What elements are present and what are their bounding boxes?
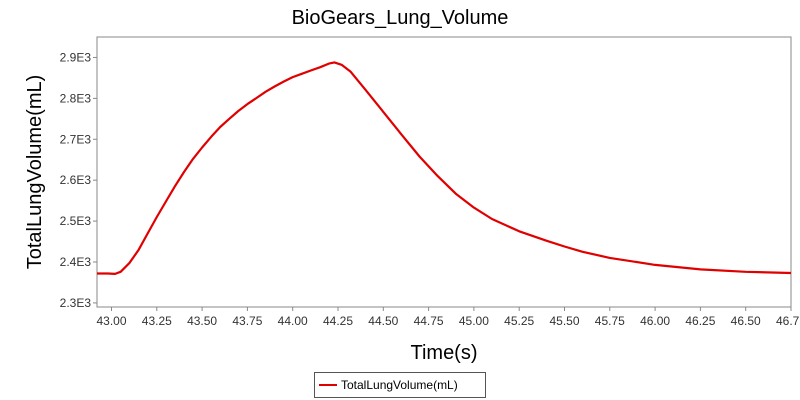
x-tick-label: 43.25: [142, 314, 172, 328]
legend: TotalLungVolume(mL): [314, 372, 486, 398]
x-tick-label: 45.50: [549, 314, 579, 328]
y-tick-label: 2.6E3: [60, 173, 92, 187]
x-tick-label: 44.25: [323, 314, 353, 328]
y-tick-label: 2.5E3: [60, 214, 92, 228]
y-tick-label: 2.4E3: [60, 255, 92, 269]
x-tick-label: 45.75: [595, 314, 625, 328]
x-tick-label: 43.00: [96, 314, 126, 328]
x-tick-label: 44.00: [278, 314, 308, 328]
y-axis-label: TotalLungVolume(mL): [24, 75, 46, 270]
x-tick-label: 46.50: [731, 314, 761, 328]
x-tick-label: 44.75: [414, 314, 444, 328]
legend-entry: TotalLungVolume(mL): [341, 378, 458, 392]
x-tick-label: 45.00: [459, 314, 489, 328]
y-tick-label: 2.3E3: [60, 296, 92, 310]
series-layer: [97, 61, 792, 275]
x-tick-label: 43.50: [187, 314, 217, 328]
x-axis-label: Time(s): [410, 342, 477, 364]
x-tick-label: 46.00: [640, 314, 670, 328]
y-tick-label: 2.7E3: [60, 132, 92, 146]
x-tick-label: 46.25: [685, 314, 715, 328]
x-tick-label: 43.75: [232, 314, 262, 328]
chart-title: BioGears_Lung_Volume: [292, 7, 509, 29]
legend-swatch: [319, 384, 337, 386]
x-tick-label: 44.50: [368, 314, 398, 328]
y-axis: 2.3E3 2.4E3 2.5E3 2.6E3 2.7E3 2.8E3 2.9E3: [60, 50, 97, 310]
series-line: [97, 61, 792, 275]
x-axis: 43.00 43.25 43.50 43.75 44.00 44.25 44.50 44.75…: [96, 307, 800, 328]
x-tick-label: 45.25: [504, 314, 534, 328]
y-tick-label: 2.8E3: [60, 91, 92, 105]
x-tick-label: 46.75: [776, 314, 800, 328]
plot-area: [96, 36, 792, 308]
y-tick-label: 2.9E3: [60, 50, 92, 64]
